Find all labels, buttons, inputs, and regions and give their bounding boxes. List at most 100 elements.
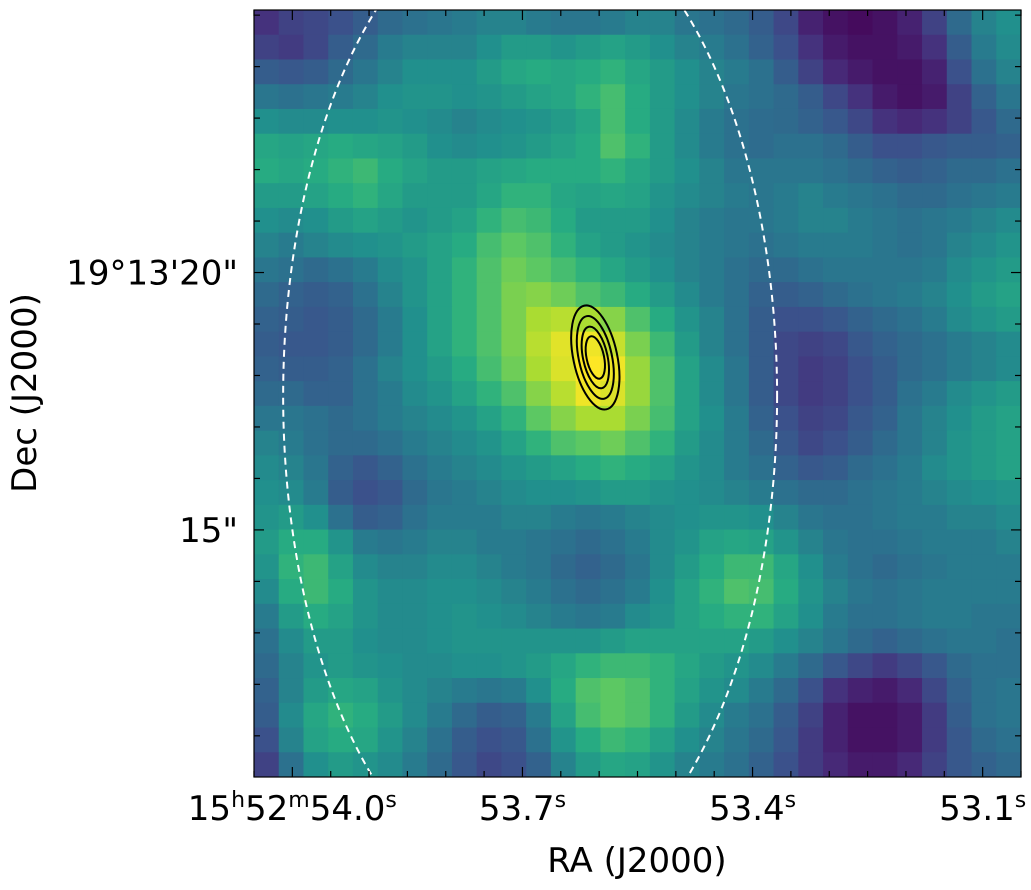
heatmap-cell	[625, 603, 651, 630]
heatmap-cell	[328, 381, 354, 407]
heatmap-cell	[575, 232, 601, 259]
heatmap-cell	[897, 158, 923, 184]
heatmap-cell	[872, 257, 898, 283]
heatmap-cell	[724, 381, 750, 407]
heatmap-cell	[303, 653, 329, 679]
heatmap-cell	[748, 232, 775, 259]
heatmap-cell	[847, 232, 874, 259]
heatmap-cell	[724, 282, 750, 308]
heatmap-cell	[847, 108, 874, 135]
heatmap-cell	[897, 480, 923, 506]
heatmap-cell	[328, 10, 354, 36]
heatmap-cell	[971, 183, 997, 209]
heatmap-cell	[625, 108, 651, 135]
heatmap-cell	[303, 10, 329, 36]
heatmap-cell	[625, 727, 651, 753]
heatmap-cell	[625, 678, 651, 704]
contour-line	[580, 325, 610, 390]
heatmap-cell	[971, 356, 997, 382]
heatmap-cell	[377, 84, 404, 110]
heatmap-cell	[798, 678, 824, 704]
heatmap-cell	[278, 84, 305, 110]
heatmap-cell	[996, 257, 1021, 283]
heatmap-cell	[303, 59, 329, 85]
heatmap-cell	[427, 59, 453, 85]
heatmap-cell	[946, 752, 973, 777]
heatmap-cell	[625, 356, 651, 382]
heatmap-cell	[996, 678, 1021, 704]
heatmap-cell	[674, 59, 700, 85]
heatmap-cell	[476, 133, 503, 160]
heatmap-cell	[476, 554, 503, 580]
heatmap-cell	[872, 702, 898, 729]
heatmap-cell	[328, 331, 354, 357]
heatmap-cell	[897, 257, 923, 283]
heatmap-cell	[724, 653, 750, 679]
heatmap-cell	[649, 108, 676, 135]
heatmap-cell	[600, 504, 626, 531]
heatmap-cell	[773, 678, 799, 704]
heatmap-cell	[278, 480, 305, 506]
heatmap-cell	[674, 108, 700, 135]
heatmap-cell	[625, 405, 651, 432]
heatmap-cell	[352, 480, 379, 506]
heatmap-cell	[798, 356, 824, 382]
heatmap-cell	[476, 59, 503, 85]
heatmap-cell	[798, 702, 824, 729]
heatmap-cell	[823, 232, 849, 259]
heatmap-cell	[402, 381, 428, 407]
heatmap-cell	[352, 232, 379, 259]
heatmap-cell	[798, 59, 824, 85]
heatmap-cell	[946, 554, 973, 580]
heatmap-cell	[501, 108, 527, 135]
heatmap-cell	[352, 430, 379, 456]
heatmap-cell	[872, 356, 898, 382]
heatmap-cell	[847, 603, 874, 630]
heatmap-cell	[971, 678, 997, 704]
heatmap-cell	[575, 331, 601, 357]
heatmap-cell	[476, 727, 503, 753]
heatmap-cell	[625, 579, 651, 605]
heatmap-cell	[278, 702, 305, 729]
heatmap-cell	[600, 158, 626, 184]
heatmap-cell	[724, 430, 750, 456]
heatmap-cell	[897, 10, 923, 36]
heatmap-cell	[971, 158, 997, 184]
heatmap-cell	[575, 158, 601, 184]
heatmap-cell	[402, 232, 428, 259]
heatmap-cell	[699, 10, 725, 36]
heatmap-cell	[674, 306, 700, 333]
heatmap-cell	[352, 207, 379, 234]
heatmap-cell	[649, 430, 676, 456]
heatmap-cell	[600, 603, 626, 630]
heatmap-cell	[328, 282, 354, 308]
contour-line	[570, 304, 621, 411]
y-tick-label: 15"	[179, 511, 238, 551]
heatmap-cell	[946, 158, 973, 184]
heatmap-cell	[823, 108, 849, 135]
heatmap-cell	[748, 34, 775, 61]
heatmap-cell	[971, 331, 997, 357]
heatmap-cell	[674, 232, 700, 259]
heatmap-cell	[278, 752, 305, 777]
heatmap-cell	[625, 84, 651, 110]
heatmap-cell	[823, 554, 849, 580]
heatmap-cell	[550, 381, 577, 407]
heatmap-cell	[303, 381, 329, 407]
heatmap-cell	[328, 232, 354, 259]
heatmap-cell	[254, 381, 280, 407]
heatmap-cell	[971, 455, 997, 481]
heatmap-cell	[451, 158, 478, 184]
heatmap-cell	[501, 207, 527, 234]
heatmap-cell	[773, 653, 799, 679]
heatmap-cell	[526, 183, 552, 209]
heatmap-cell	[476, 10, 503, 36]
heatmap-cell	[451, 232, 478, 259]
heatmap-cell	[451, 356, 478, 382]
heatmap-cell	[649, 84, 676, 110]
heatmap-cell	[996, 603, 1021, 630]
heatmap-cell	[971, 554, 997, 580]
heatmap-cell	[303, 183, 329, 209]
heatmap-cell	[872, 207, 898, 234]
heatmap-cell	[872, 306, 898, 333]
